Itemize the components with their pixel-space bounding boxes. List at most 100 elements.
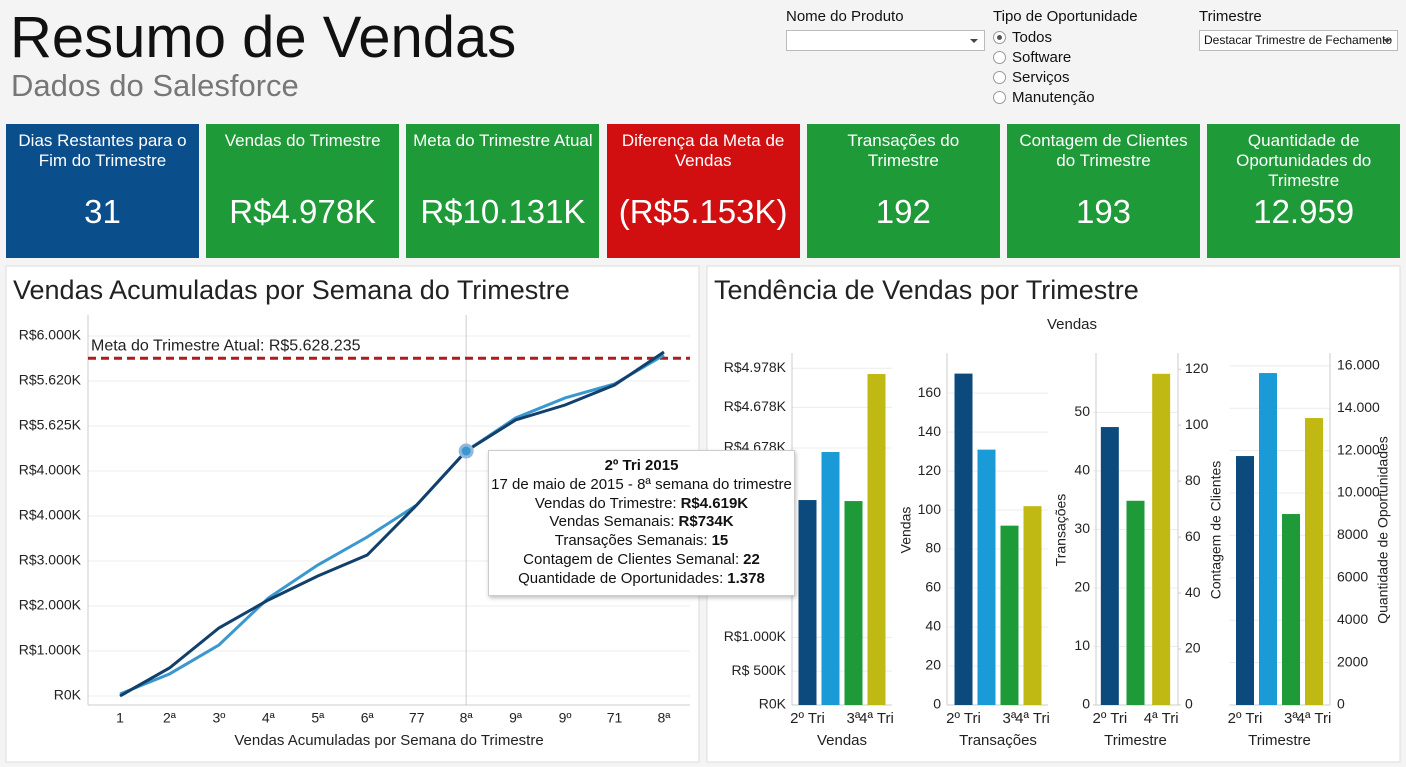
filter-label: Nome do Produto (786, 8, 904, 25)
y2-tick-label: 80 (1185, 472, 1201, 488)
y-tick-label: 20 (1074, 579, 1090, 595)
y-tick-label: 160 (918, 384, 942, 400)
kpi-label: Diferença da Meta de Vendas (621, 131, 785, 170)
y-tick-label: 0 (933, 696, 941, 712)
radio-option[interactable]: Serviços (993, 69, 1070, 86)
x-tick-label: 3º (212, 710, 225, 726)
x-tick-label: 3ª (847, 710, 861, 727)
y-tick-label: 40 (1074, 462, 1090, 478)
y-tick-label: 10.000 (1337, 484, 1380, 500)
x-tick-label: 1 (116, 710, 124, 726)
tooltip-row: Vendas do Trimestre: R$4.619K (489, 495, 794, 514)
y-tick-label: R$2.000K (19, 597, 82, 613)
tooltip-title: 2º Tri 2015 (604, 457, 679, 474)
kpi-tile: Diferença da Meta de Vendas (R$5.153K) (606, 124, 800, 258)
x-tick-label: 4ª Tri (859, 710, 894, 727)
x-axis-title: Vendas Acumuladas por Semana do Trimestr… (234, 732, 543, 749)
x-tick-label: 5ª (311, 710, 325, 726)
kpi-label: Transações do Trimestre (847, 131, 960, 170)
y-axis-title: Quantidade de Oportunidades (1375, 436, 1391, 624)
product-dropdown[interactable] (786, 30, 985, 51)
y-tick-label: 140 (918, 423, 942, 439)
kpi-label: Quantidade de Oportunidades do Trimestre (1236, 131, 1372, 190)
tooltip-label: Vendas do Trimestre: (534, 494, 677, 512)
kpi-value: R$10.131K (420, 193, 586, 230)
kpi-tile: Meta do Trimestre Atual R$10.131K (406, 124, 600, 258)
radio-label: Software (1012, 49, 1072, 66)
y-tick-label: R0K (54, 687, 82, 703)
target-label: Meta do Trimestre Atual: R$5.628.235 (91, 338, 361, 355)
kpi-value: R$4.978K (229, 193, 377, 230)
y-tick-label: R$6.000K (19, 327, 82, 343)
kpi-tile: Contagem de Clientes do Trimestre 193 (1007, 124, 1200, 258)
x-axis-title: Trimestre (1104, 732, 1167, 749)
y-tick-label: 16.000 (1337, 357, 1380, 373)
tooltip-value: R$734K (678, 513, 734, 531)
tooltip-label: Quantidade de Oportunidades: (518, 569, 724, 587)
bar (1282, 514, 1300, 705)
x-tick-label: 3ª (1003, 710, 1017, 727)
y2-tick-label: 0 (1185, 696, 1193, 712)
trend-subtitle: Vendas (1047, 316, 1097, 333)
y-tick-label: R$5.620K (19, 372, 82, 388)
kpi-tile: Transações do Trimestre 192 (806, 124, 1000, 258)
tooltip-label: Contagem de Clientes Semanal: (523, 550, 740, 568)
tooltip-value: 15 (711, 532, 729, 550)
y2-tick-label: 20 (1185, 640, 1201, 656)
x-tick-label: 2º Tri (1093, 710, 1128, 727)
bar (798, 500, 817, 705)
bar (1023, 506, 1042, 705)
x-tick-label: 9º (559, 710, 572, 726)
page-subtitle: Dados do Salesforce (11, 68, 299, 103)
line-chart-title: Vendas Acumuladas por Semana do Trimestr… (13, 275, 570, 305)
x-tick-label: 77 (409, 710, 425, 726)
tooltip-label: Vendas Semanais: (549, 513, 675, 531)
bar (1100, 427, 1119, 705)
tooltip-row: Contagem de Clientes Semanal: 22 (489, 551, 794, 570)
page-title: Resumo de Vendas (10, 5, 517, 70)
radio-circle (993, 31, 1006, 44)
trend-title: Tendência de Vendas por Trimestre (714, 275, 1139, 305)
tooltip-row: Quantidade de Oportunidades: 1.378 (489, 570, 794, 589)
bar (1000, 525, 1019, 705)
kpi-label: Vendas do Trimestre (224, 131, 381, 150)
x-tick-label: 6ª (361, 710, 375, 726)
y-tick-label: 14.000 (1337, 399, 1380, 415)
radio-option[interactable]: Manutenção (993, 89, 1095, 106)
line-series (119, 350, 665, 698)
radio-circle (993, 51, 1006, 64)
filter-label: Trimestre (1199, 8, 1262, 25)
tooltip-row: Transações Semanais: 15 (489, 532, 794, 551)
radio-option[interactable]: Software (993, 49, 1071, 66)
x-axis-title: Transações (959, 732, 1037, 749)
radio-label: Serviços (1012, 69, 1070, 86)
x-tick-label: 2º Tri (790, 710, 825, 727)
y-tick-label: 100 (918, 501, 942, 517)
tooltip-value: 22 (743, 550, 760, 568)
kpi-value: (R$5.153K) (618, 193, 788, 230)
quarter-dropdown[interactable]: Destacar Trimestre de Fechamento (1199, 30, 1398, 51)
x-tick-label: 8ª (657, 710, 671, 726)
bar (1259, 373, 1277, 705)
tooltip-subtitle: 17 de maio de 2015 - 8ª semana do trimes… (491, 475, 792, 493)
x-tick-label: 2º Tri (1228, 710, 1263, 727)
x-tick-label: 71 (607, 710, 623, 726)
y-tick-label: 80 (925, 540, 941, 556)
y-tick-label: 0 (1082, 696, 1090, 712)
y-axis-title: Transações (1053, 494, 1069, 567)
bar (1152, 373, 1171, 705)
tooltip-row: Vendas Semanais: R$734K (489, 513, 794, 532)
y-tick-label: 4000 (1337, 611, 1368, 627)
radio-option[interactable]: Todos (993, 29, 1052, 46)
highlight-point (458, 443, 474, 459)
y-tick-label: 20 (925, 657, 941, 673)
y-tick-label: 12.000 (1337, 441, 1380, 457)
y-tick-label: R$4.978K (724, 359, 787, 375)
kpi-value: 193 (1075, 193, 1132, 230)
x-tick-label: 4ª Tri (1297, 710, 1332, 727)
radio-label: Todos (1012, 29, 1053, 46)
bar (1236, 456, 1254, 705)
kpi-value: 12.959 (1253, 193, 1355, 230)
